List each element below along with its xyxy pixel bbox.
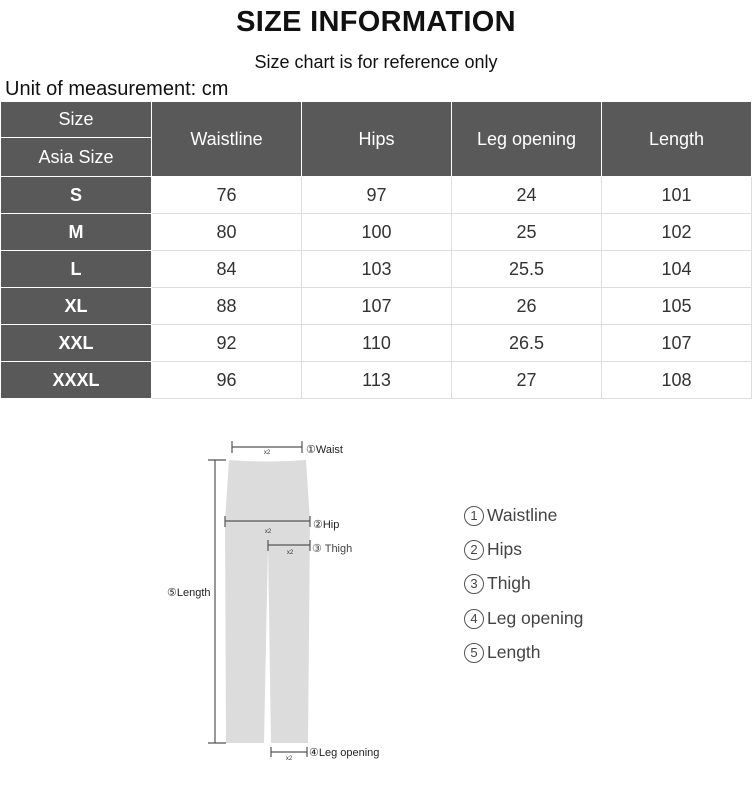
subtitle: Size chart is for reference only: [254, 52, 498, 72]
size-cell: XXL: [0, 324, 152, 362]
header-asia-size: Asia Size: [0, 137, 152, 177]
value-cell: 88: [151, 287, 302, 325]
table-row: XXXL 96 113 27 108: [0, 361, 752, 399]
page-title: SIZE INFORMATION: [236, 6, 516, 38]
x2-leg: x2: [286, 756, 293, 762]
value-cell: 96: [151, 361, 302, 399]
table-row: XL 88 107 26 105: [0, 287, 752, 325]
legend-label: Thigh: [487, 573, 531, 594]
value-cell: 25.5: [451, 250, 602, 288]
size-cell: L: [0, 250, 152, 288]
thigh-label: ③ Thigh: [312, 543, 352, 555]
value-cell: 113: [301, 361, 452, 399]
value-cell: 26.5: [451, 324, 602, 362]
value-cell: 107: [601, 324, 752, 362]
length-line: [208, 459, 226, 744]
legend-label: Hips: [487, 539, 523, 560]
legend-item: 5 Length: [464, 640, 583, 674]
header-leg-opening: Leg opening: [451, 101, 602, 177]
number-circle-icon: 5: [464, 642, 484, 663]
waist-label: ①Waist: [306, 444, 343, 456]
table-row: XXL 92 110 26.5 107: [0, 324, 752, 362]
number-circle-icon: 3: [464, 574, 484, 595]
size-cell: M: [0, 213, 152, 251]
x2-thigh: x2: [287, 550, 294, 556]
value-cell: 107: [301, 287, 452, 325]
measurement-legend: 1 Waistline 2 Hips 3 Thigh 4 Leg opening 5 Length: [464, 503, 583, 674]
x2-hip: x2: [265, 529, 272, 535]
unit-label: Unit of measurement: cm: [5, 78, 229, 100]
header-hips: Hips: [301, 101, 452, 177]
header-length: Length: [601, 101, 752, 177]
pants-shape: [225, 460, 310, 743]
legend-label: Waistline: [487, 505, 558, 525]
size-table: Size Waistline Hips Leg opening Length A…: [0, 101, 752, 399]
number-circle-icon: 4: [464, 608, 484, 629]
value-cell: 110: [301, 324, 452, 362]
value-cell: 27: [451, 361, 602, 399]
number-circle-icon: 1: [464, 506, 484, 526]
leg-opening-line: [270, 747, 308, 757]
legend-item: 3 Thigh: [464, 571, 583, 605]
header-waistline: Waistline: [151, 101, 302, 177]
size-cell: XL: [0, 287, 152, 325]
legend-label: Leg opening: [487, 607, 584, 628]
hip-line: [224, 516, 311, 527]
x2-waist: x2: [264, 450, 271, 456]
number-circle-icon: 2: [464, 540, 484, 561]
value-cell: 97: [301, 176, 452, 214]
legend-label: Length: [487, 641, 541, 662]
length-label: ⑤Length: [167, 587, 211, 599]
legend-item: 1 Waistline: [464, 503, 583, 537]
hip-label: ②Hip: [313, 519, 339, 531]
value-cell: 92: [151, 324, 302, 362]
value-cell: 24: [451, 176, 602, 214]
size-cell: XXXL: [0, 361, 152, 399]
value-cell: 108: [601, 361, 752, 399]
value-cell: 100: [301, 213, 452, 251]
waist-line: [231, 441, 303, 453]
legend-item: 2 Hips: [464, 537, 583, 571]
value-cell: 101: [601, 176, 752, 214]
leg-opening-label: ④Leg opening: [309, 747, 379, 759]
value-cell: 25: [451, 213, 602, 251]
thigh-line: [267, 540, 311, 551]
legend-item: 4 Leg opening: [464, 606, 583, 640]
